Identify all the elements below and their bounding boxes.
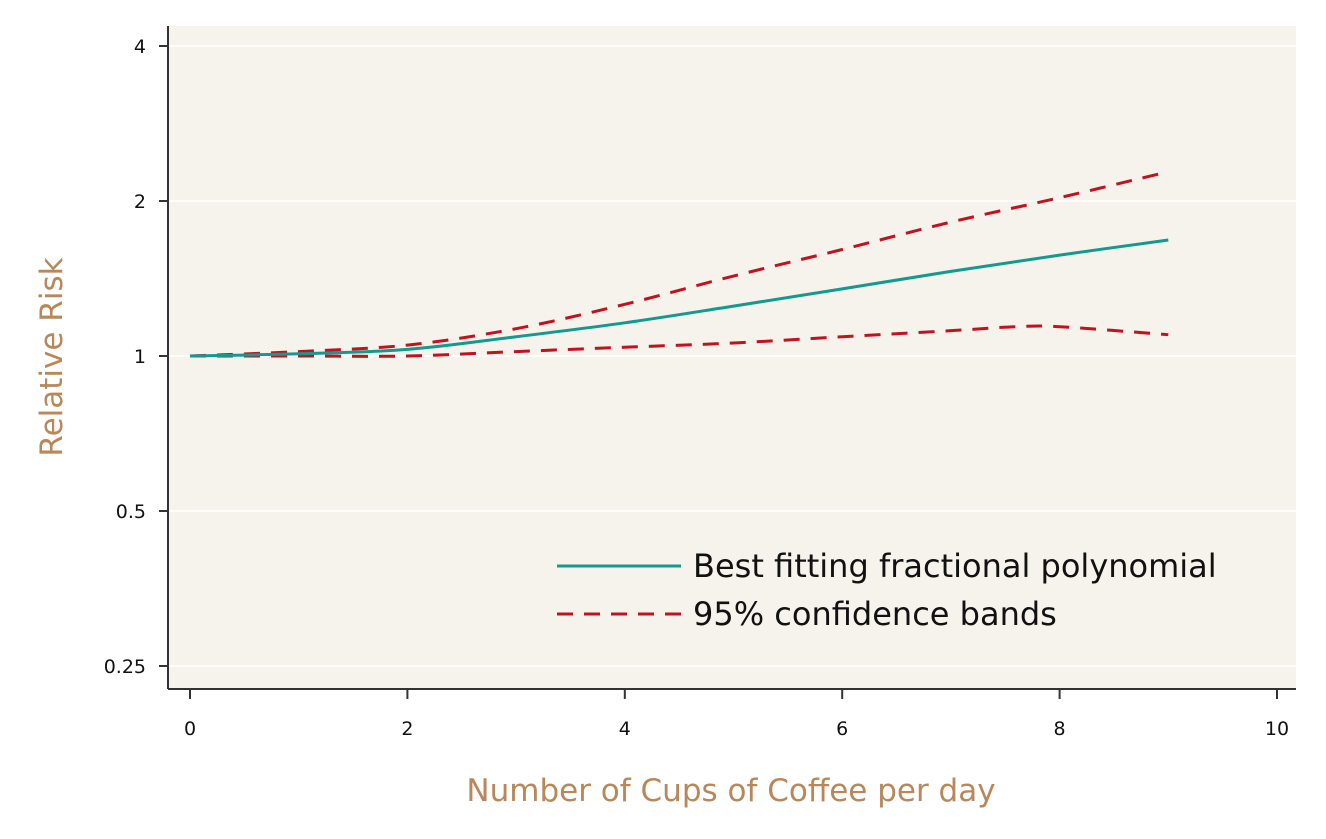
x-tick-label: 6 xyxy=(836,718,848,740)
legend: Best fitting fractional polynomial 95% c… xyxy=(557,547,1217,633)
y-axis-title: Relative Risk xyxy=(34,257,70,456)
series-layer xyxy=(189,170,1169,358)
x-tick-label: 4 xyxy=(619,718,631,740)
y-tick-label: 0.25 xyxy=(104,656,146,678)
series-fractional-polynomial xyxy=(189,238,1169,358)
legend-label-ci: 95% confidence bands xyxy=(693,595,1057,633)
y-ticks: 0.25 0.5 1 2 4 xyxy=(104,36,168,678)
y-tick-label: 0.5 xyxy=(116,501,146,523)
series-confidence-band xyxy=(189,170,1169,358)
legend-label-fit: Best fitting fractional polynomial xyxy=(693,547,1217,585)
x-ticks: 0 2 4 6 8 10 xyxy=(184,689,1289,740)
y-tick-label: 4 xyxy=(134,36,146,58)
x-tick-label: 8 xyxy=(1054,718,1066,740)
x-tick-label: 10 xyxy=(1265,718,1289,740)
y-tick-label: 1 xyxy=(134,346,146,368)
x-tick-label: 0 xyxy=(184,718,196,740)
series-confidence-band xyxy=(190,324,1169,358)
y-tick-label: 2 xyxy=(134,191,146,213)
x-axis-title: Number of Cups of Coffee per day xyxy=(466,773,995,809)
x-tick-label: 2 xyxy=(401,718,413,740)
